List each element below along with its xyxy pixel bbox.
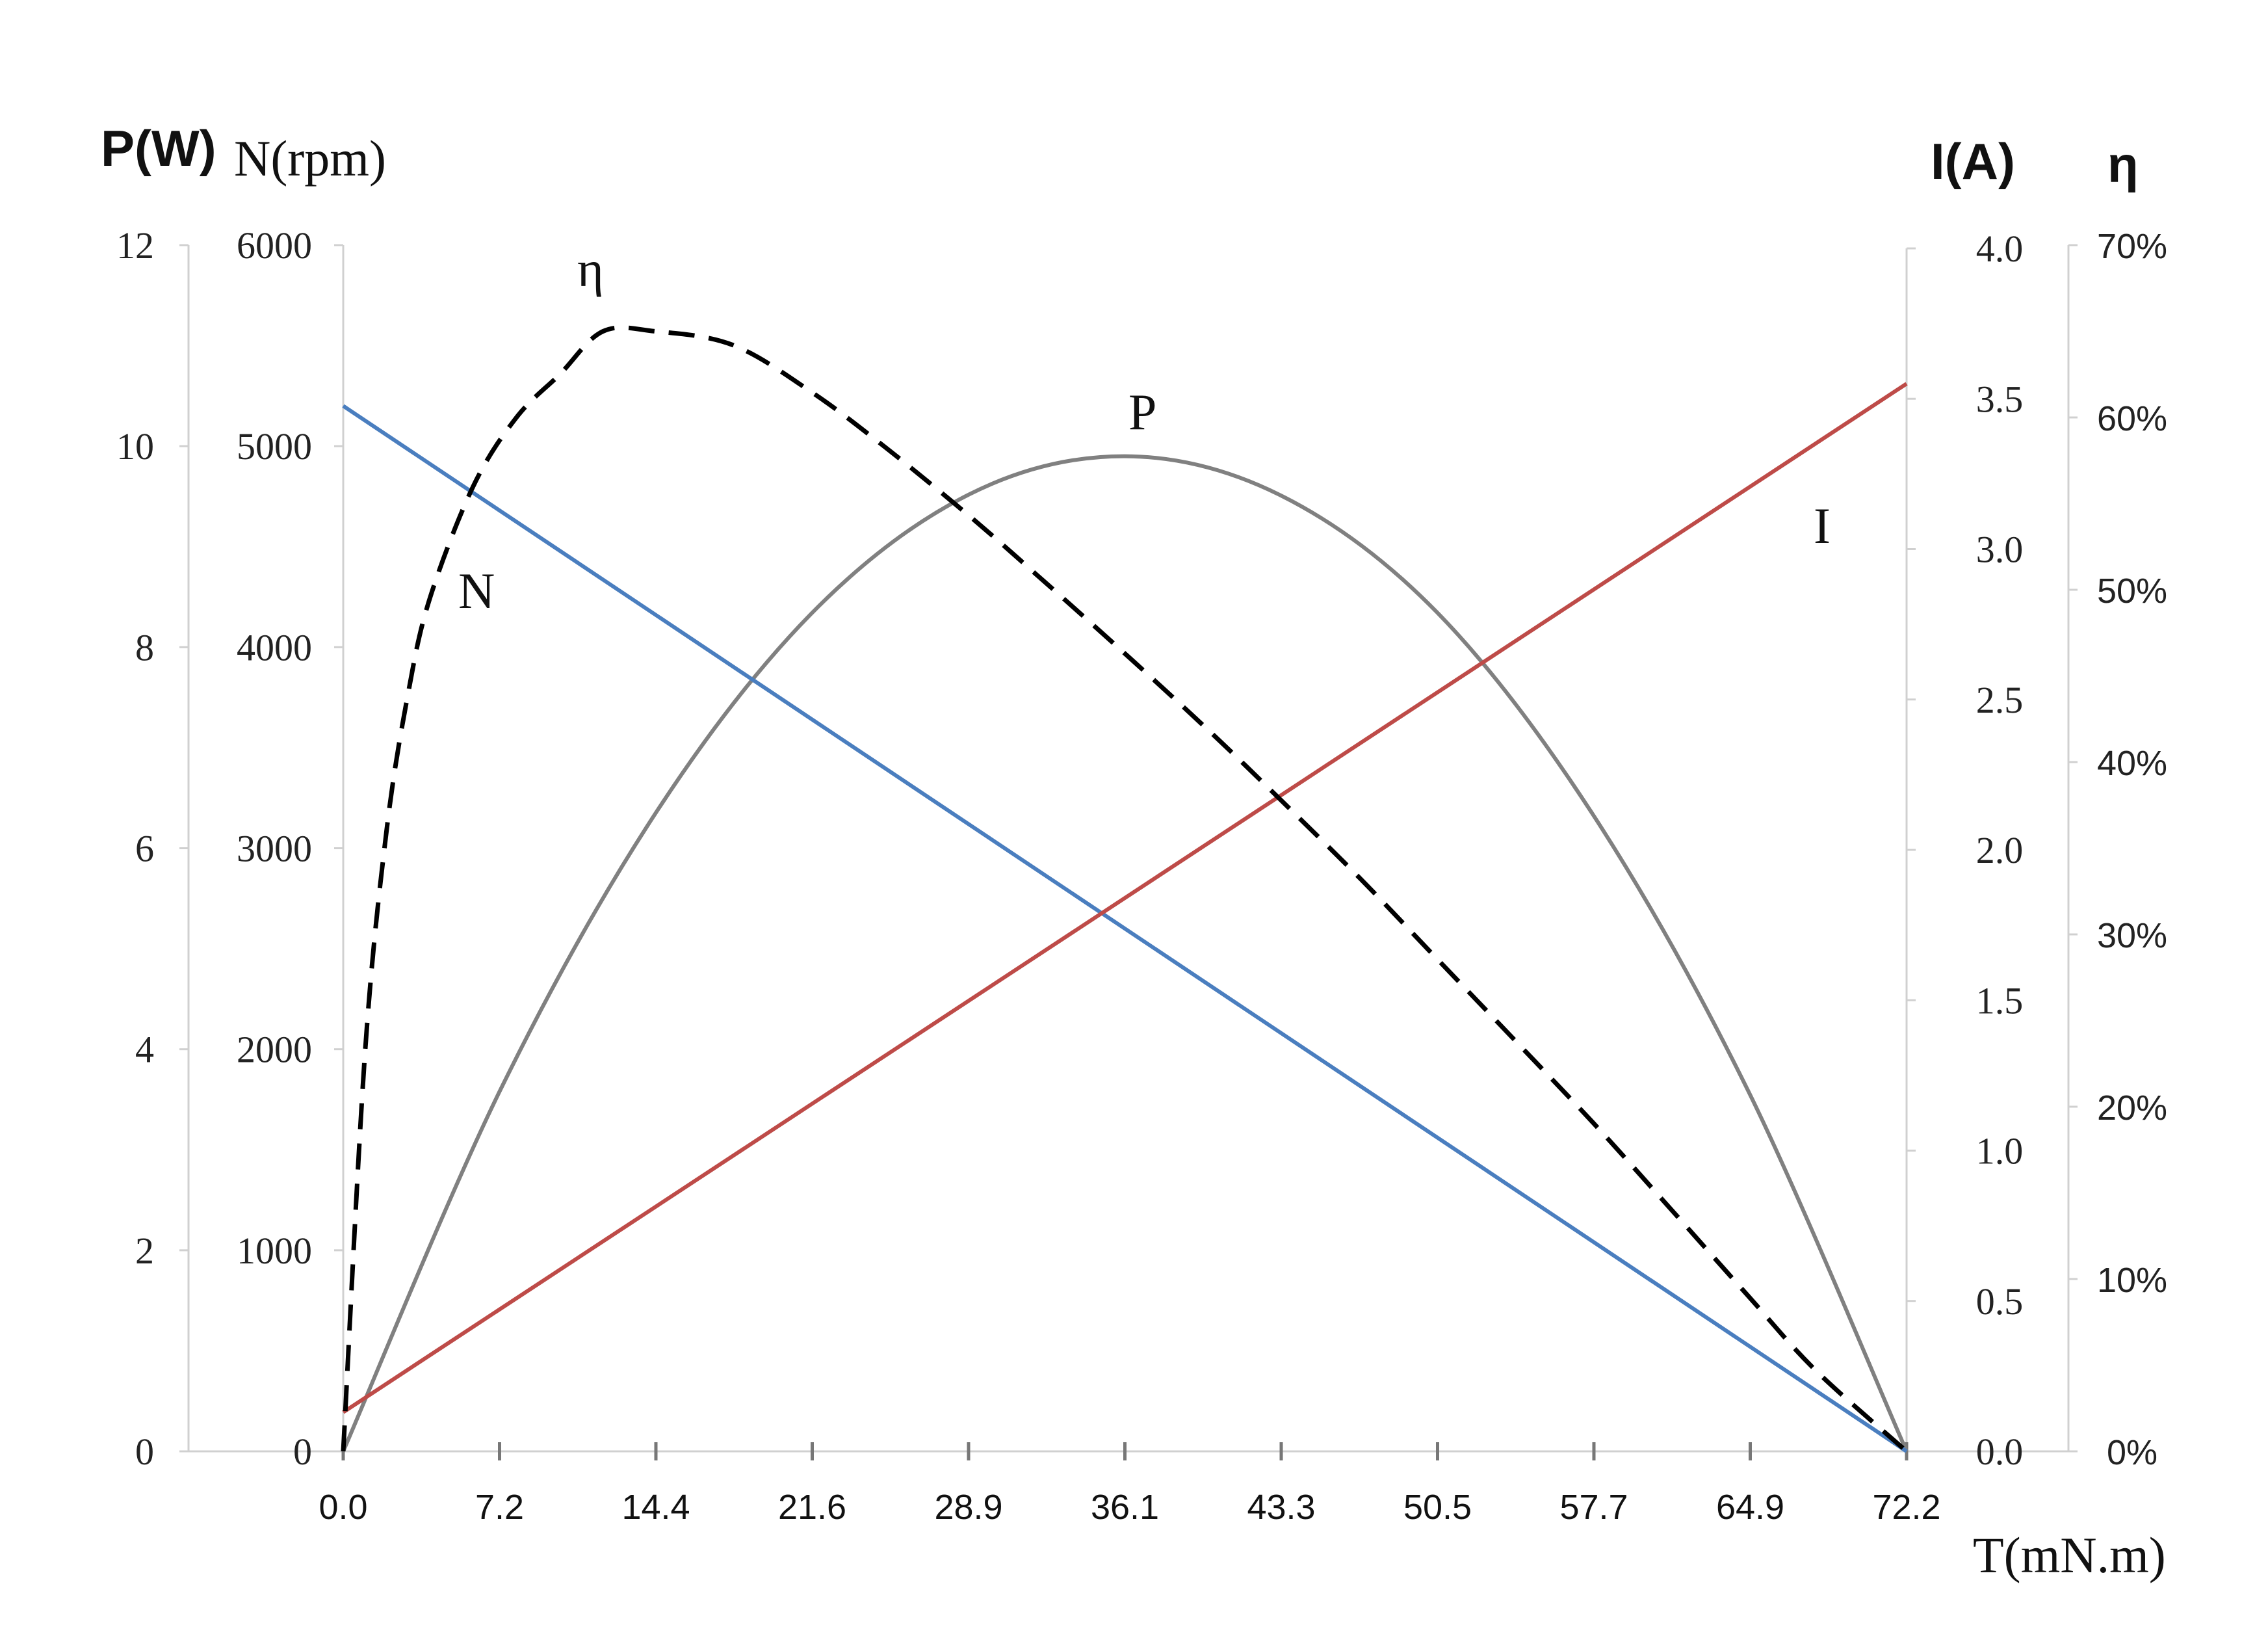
x-axis-title: T(mN.m) xyxy=(1973,1527,2166,1583)
p-tick-label: 8 xyxy=(135,626,154,668)
p-tick-label: 2 xyxy=(135,1230,154,1272)
axis-tick-labels: 0 2 4 6 8 10 12 0 1000 2000 3000 4000 5000 6000 0.0 0.5… xyxy=(116,224,2167,1527)
x-tick-label: 0.0 xyxy=(319,1488,367,1527)
x-tick-label: 64.9 xyxy=(1716,1488,1784,1527)
curve-label-n: N xyxy=(458,562,495,619)
i-tick-label: 2.0 xyxy=(1976,829,2024,871)
eta-tick-label: 60% xyxy=(2097,399,2167,438)
x-tick-label: 50.5 xyxy=(1403,1488,1472,1527)
p-tick-label: 10 xyxy=(116,425,154,468)
x-tick-label: 14.4 xyxy=(621,1488,690,1527)
series-layer xyxy=(341,325,1909,1453)
i-tick-label: 0.0 xyxy=(1976,1431,2024,1473)
series-line-eta xyxy=(341,325,1909,1453)
series-line-i xyxy=(342,382,1908,1414)
p-tick-label: 4 xyxy=(135,1029,154,1071)
i-tick-label: 3.5 xyxy=(1976,378,2024,420)
p-axis-title: P(W) xyxy=(101,120,216,177)
eta-tick-label: 20% xyxy=(2097,1088,2167,1128)
x-tick-label: 57.7 xyxy=(1559,1488,1628,1527)
i-tick-label: 3.0 xyxy=(1976,529,2024,571)
p-tick-label: 12 xyxy=(116,224,154,267)
curve-label-p: P xyxy=(1128,384,1156,440)
i-tick-label: 1.5 xyxy=(1976,979,2024,1022)
eta-tick-label: 70% xyxy=(2097,227,2167,266)
i-tick-label: 1.0 xyxy=(1976,1130,2024,1172)
p-tick-label: 6 xyxy=(135,828,154,870)
x-tick-label: 28.9 xyxy=(934,1488,1002,1527)
curve-label-i: I xyxy=(1814,497,1831,554)
x-tick-label: 36.1 xyxy=(1091,1488,1159,1527)
i-tick-label: 0.5 xyxy=(1976,1280,2024,1323)
eta-tick-label: 10% xyxy=(2097,1261,2167,1300)
x-tick-label: 21.6 xyxy=(778,1488,846,1527)
n-tick-label: 5000 xyxy=(237,425,312,468)
axis-ticks xyxy=(179,244,2078,1460)
series-line-n xyxy=(342,404,1908,1453)
i-axis-title: I(A) xyxy=(1931,133,2015,190)
eta-tick-label: 30% xyxy=(2097,916,2167,955)
eta-tick-label: 0% xyxy=(2107,1433,2157,1472)
i-tick-label: 4.0 xyxy=(1976,228,2024,270)
eta-tick-label: 40% xyxy=(2097,744,2167,783)
n-tick-label: 3000 xyxy=(237,828,312,870)
series-line-p xyxy=(341,454,1909,1453)
n-tick-label: 6000 xyxy=(237,224,312,267)
n-tick-label: 0 xyxy=(293,1431,312,1473)
p-tick-label: 0 xyxy=(135,1431,154,1473)
x-tick-label: 7.2 xyxy=(475,1488,524,1527)
curve-label-eta: η xyxy=(577,241,604,297)
eta-axis-title: η xyxy=(2107,136,2139,193)
eta-tick-label: 50% xyxy=(2097,572,2167,611)
n-tick-label: 1000 xyxy=(237,1230,312,1272)
x-tick-label: 72.2 xyxy=(1872,1488,1940,1527)
x-tick-label: 43.3 xyxy=(1247,1488,1315,1527)
n-axis-title: N(rpm) xyxy=(234,130,386,187)
n-tick-label: 2000 xyxy=(237,1029,312,1071)
i-tick-label: 2.5 xyxy=(1976,679,2024,721)
n-tick-label: 4000 xyxy=(237,626,312,668)
